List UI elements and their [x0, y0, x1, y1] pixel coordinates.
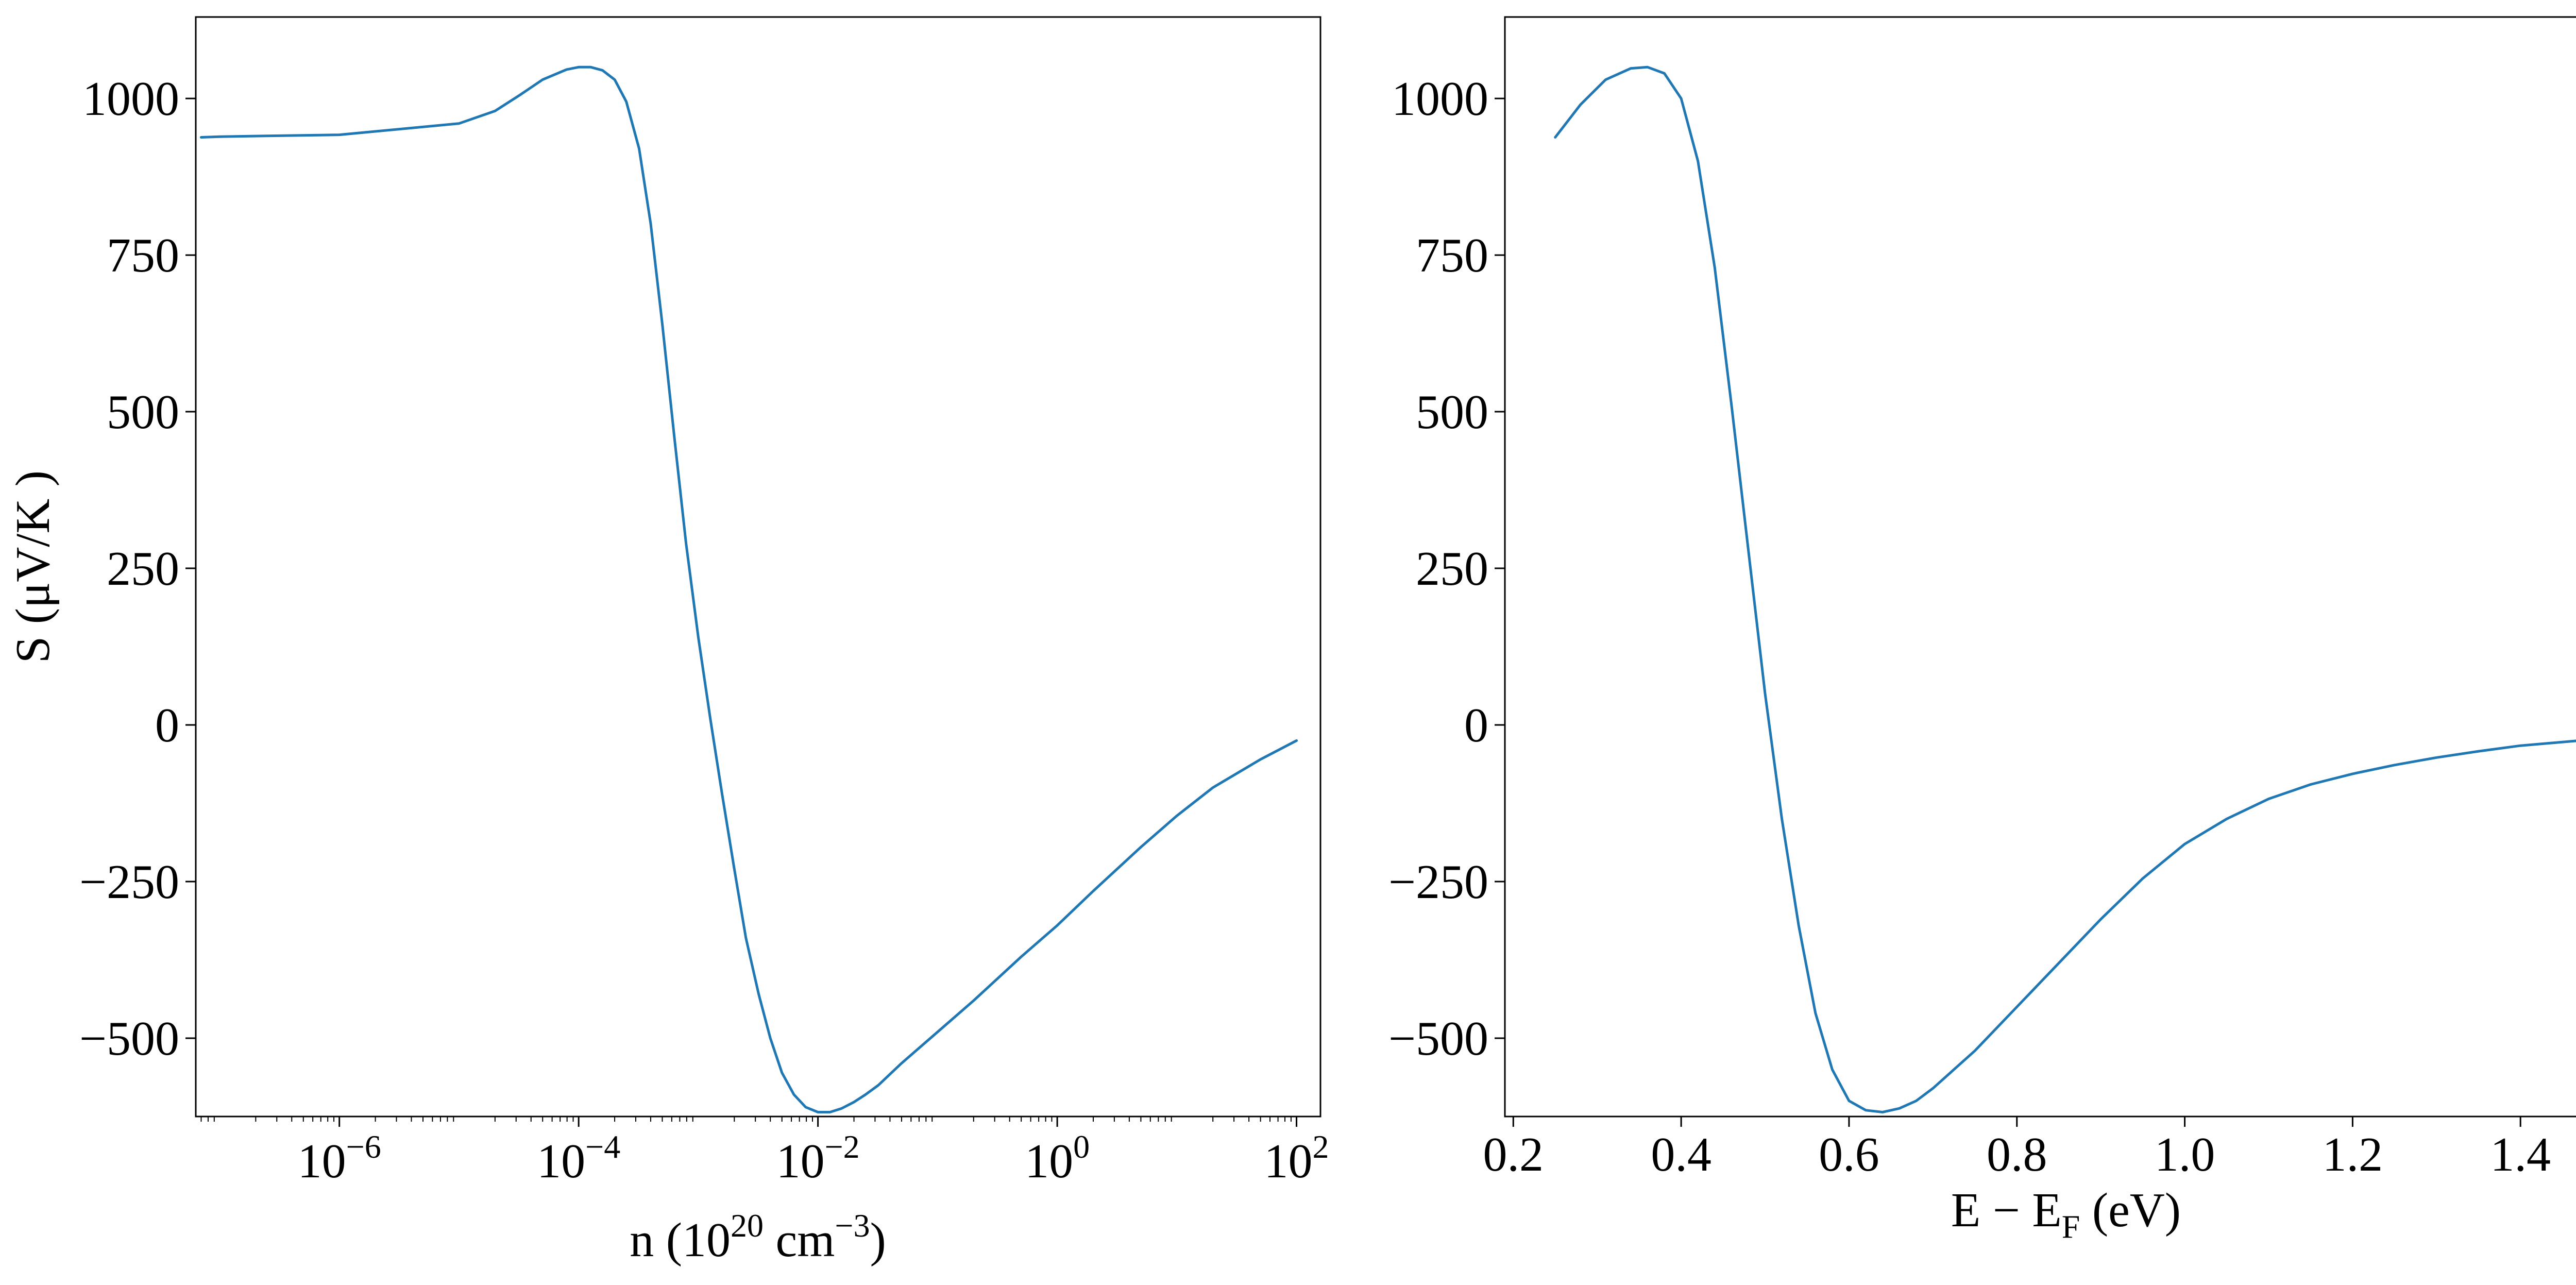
left-x-ticks: 10−6 10−4 10−2 100 102	[200, 1117, 1329, 1188]
left-seebeck-curve	[200, 65, 1298, 1113]
x-tick-label: 10−4	[537, 1128, 620, 1188]
left-x-axis-label: n (1020 cm−3)	[630, 1207, 886, 1267]
x-tick-label: 1.4	[2490, 1128, 2551, 1181]
x-tick-label: 0.2	[1483, 1128, 1544, 1181]
y-tick-label: 1000	[82, 72, 179, 126]
x-tick-label: 10−2	[776, 1128, 860, 1188]
y-tick-label: 0	[1464, 699, 1488, 752]
x-tick-label: 1.2	[2323, 1128, 2383, 1181]
y-tick-label: 1000	[1392, 72, 1488, 126]
y-tick-label: 500	[107, 385, 179, 439]
right-plot-panel: 1000 750 500 250 0 −250 −500 0.2 0.4 0.6 0.8 1.0 1.…	[1388, 16, 2576, 1245]
x-tick-label: 0.8	[1987, 1128, 2047, 1181]
x-tick-label: 10−6	[298, 1128, 381, 1188]
y-tick-label: −250	[1388, 855, 1488, 909]
x-tick-label: 1.0	[2155, 1128, 2215, 1181]
x-tick-label: 102	[1264, 1128, 1329, 1188]
right-x-axis-label: E − EF (eV)	[1951, 1183, 2181, 1245]
y-tick-label: 250	[107, 542, 179, 596]
right-y-ticks: 1000 750 500 250 0 −250 −500	[1388, 72, 1505, 1066]
left-plot-frame	[195, 16, 1321, 1118]
x-tick-label: 0.4	[1651, 1128, 1711, 1181]
y-tick-label: −500	[79, 1012, 179, 1066]
right-seebeck-curve	[1554, 65, 2576, 1113]
x-tick-label: 100	[1025, 1128, 1090, 1188]
y-tick-label: −250	[79, 855, 179, 909]
y-tick-label: 250	[1416, 542, 1488, 596]
left-y-ticks: 1000 750 500 250 0 −250 −500	[79, 72, 196, 1066]
y-tick-label: −500	[1388, 1012, 1488, 1066]
right-x-ticks: 0.2 0.4 0.6 0.8 1.0 1.2 1.4	[1483, 1117, 2551, 1181]
y-tick-label: 0	[155, 699, 179, 752]
y-tick-label: 750	[1416, 229, 1488, 282]
x-tick-label: 0.6	[1819, 1128, 1879, 1181]
y-tick-label: 750	[107, 229, 179, 282]
left-y-axis-label: S (μV/K )	[6, 470, 60, 663]
y-tick-label: 500	[1416, 385, 1488, 439]
right-plot-frame	[1504, 16, 2576, 1118]
